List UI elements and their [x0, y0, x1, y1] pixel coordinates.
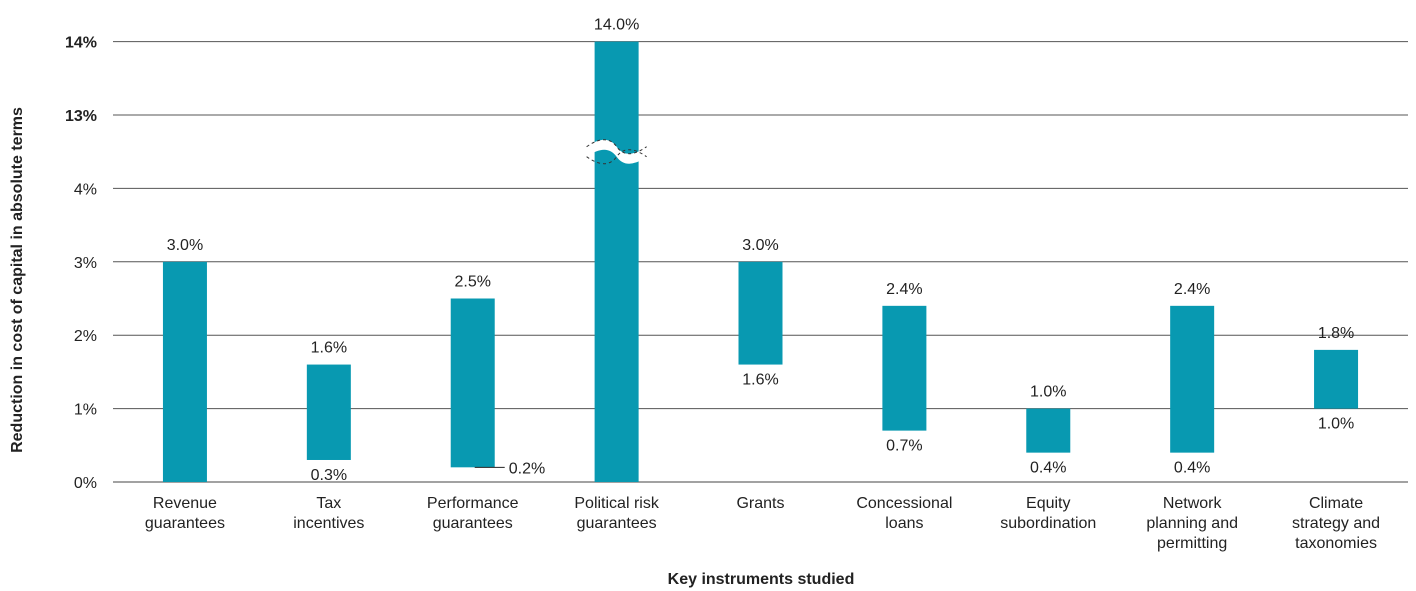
- x-category-label: Equity: [1026, 495, 1070, 512]
- x-category-label: planning and: [1146, 515, 1238, 532]
- bars: [162, 41, 1359, 482]
- x-category-label: Grants: [736, 495, 784, 512]
- x-category-label: guarantees: [433, 515, 513, 532]
- x-category-label: guarantees: [577, 515, 657, 532]
- y-axis-ticks: 0% 1% 2% 3% 4% 13% 14%: [65, 35, 97, 492]
- bar-low-label: 1.0%: [1318, 416, 1354, 433]
- x-category-label: Political risk: [574, 495, 659, 512]
- bar: [882, 305, 927, 431]
- bar-low-label: 1.6%: [742, 372, 778, 389]
- axis-break-mark: [586, 139, 647, 164]
- bar-high-label: 14.0%: [594, 17, 639, 34]
- data-labels: 3.0% 1.6% 0.3% 2.5% 0.2% 14.0% 3.0% 1.6% 2.4% 0.7…: [167, 17, 1355, 484]
- x-category-label: Concessional: [856, 495, 952, 512]
- bar: [306, 364, 351, 460]
- category-labels: Revenue guarantees Tax incentives Performanc…: [145, 495, 1380, 552]
- axis-break-line: [586, 139, 647, 155]
- x-category-label: Tax: [316, 495, 341, 512]
- bar-low-label: 0.4%: [1030, 460, 1066, 477]
- y-tick-label: 0%: [74, 475, 97, 492]
- x-category-label: strategy and: [1292, 515, 1380, 532]
- bar: [1170, 305, 1215, 453]
- x-category-label: Revenue: [153, 495, 217, 512]
- x-category-label: guarantees: [145, 515, 225, 532]
- bar-low-label: 0.4%: [1174, 460, 1210, 477]
- bar-high-label: 2.4%: [886, 281, 922, 298]
- x-axis-title: Key instruments studied: [668, 571, 855, 588]
- bar: [1026, 408, 1071, 453]
- y-tick-label: 3%: [74, 255, 97, 272]
- bar: [162, 261, 207, 482]
- x-category-label: Climate: [1309, 495, 1363, 512]
- x-category-label: Network: [1163, 495, 1223, 512]
- bar: [1314, 349, 1359, 409]
- x-category-label: Performance: [427, 495, 519, 512]
- y-tick-label: 14%: [65, 35, 97, 52]
- y-tick-label: 1%: [74, 402, 97, 419]
- bar-high-label: 1.6%: [311, 340, 347, 357]
- bar-high-label: 2.5%: [454, 274, 490, 291]
- bar: [738, 261, 783, 365]
- x-category-label: incentives: [293, 515, 364, 532]
- bar-low-label: 0.7%: [886, 438, 922, 455]
- y-tick-label: 13%: [65, 108, 97, 125]
- bar: [594, 41, 639, 482]
- x-category-label: taxonomies: [1295, 535, 1377, 552]
- y-tick-label: 4%: [74, 181, 97, 198]
- axis-break-line: [586, 149, 647, 165]
- bar: [450, 298, 495, 468]
- x-category-label: loans: [885, 515, 923, 532]
- y-axis-title: Reduction in cost of capital in absolute…: [9, 107, 26, 453]
- bar-low-label: 0.2%: [509, 460, 545, 477]
- bar-high-label: 2.4%: [1174, 281, 1210, 298]
- bar-high-label: 3.0%: [742, 237, 778, 254]
- x-category-label: permitting: [1157, 535, 1227, 552]
- bar-high-label: 1.8%: [1318, 325, 1354, 342]
- y-tick-label: 2%: [74, 328, 97, 345]
- bar-high-label: 1.0%: [1030, 384, 1066, 401]
- bar-high-label: 3.0%: [167, 237, 203, 254]
- bar-low-label: 0.3%: [311, 467, 347, 484]
- x-category-label: subordination: [1000, 515, 1096, 532]
